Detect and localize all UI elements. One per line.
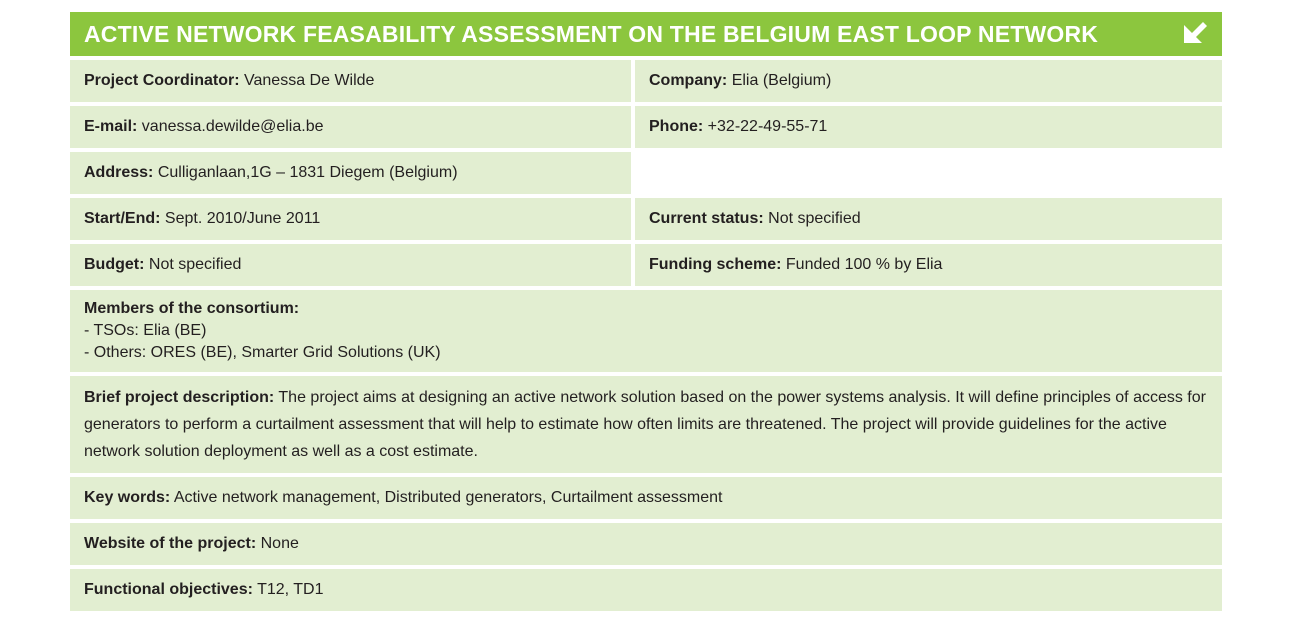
- field: Current status: Not specified: [635, 198, 1222, 240]
- label: Project Coordinator:: [84, 72, 240, 89]
- label: Budget:: [84, 256, 145, 273]
- field: Brief project description: The project a…: [70, 376, 1222, 473]
- field: Budget: Not specified: [70, 244, 631, 286]
- row: Budget: Not specified Funding scheme: Fu…: [70, 244, 1222, 286]
- field: E-mail: vanessa.dewilde@elia.be: [70, 106, 631, 148]
- row: Brief project description: The project a…: [70, 376, 1222, 473]
- value: The project aims at designing an active …: [84, 389, 1206, 460]
- label: Functional objectives:: [84, 581, 253, 598]
- row: Website of the project: None: [70, 523, 1222, 565]
- value: Vanessa De Wilde: [244, 72, 375, 89]
- value: Sept. 2010/June 2011: [164, 210, 321, 227]
- field: Project Coordinator: Vanessa De Wilde: [70, 60, 631, 102]
- field: Members of the consortium: - TSOs: Elia …: [70, 290, 1222, 372]
- label: Key words:: [84, 489, 171, 506]
- value: None: [260, 535, 299, 552]
- member-line: - TSOs: Elia (BE): [84, 322, 207, 339]
- label: Company:: [649, 72, 728, 89]
- value: Funded 100 % by Elia: [785, 256, 943, 273]
- value: Culliganlaan,1G – 1831 Diegem (Belgium): [157, 164, 458, 181]
- value: T12, TD1: [257, 581, 324, 598]
- row: Functional objectives: T12, TD1: [70, 569, 1222, 611]
- row: Members of the consortium: - TSOs: Elia …: [70, 290, 1222, 372]
- label: Start/End:: [84, 210, 161, 227]
- row: Address: Culliganlaan,1G – 1831 Diegem (…: [70, 152, 1222, 194]
- arrow-icon: [1184, 22, 1207, 43]
- field: Phone: +32-22-49-55-71: [635, 106, 1222, 148]
- value: Not specified: [768, 210, 861, 227]
- row: Key words: Active network management, Di…: [70, 477, 1222, 519]
- label: Address:: [84, 164, 154, 181]
- label: Brief project description:: [84, 389, 275, 406]
- field: Website of the project: None: [70, 523, 1222, 565]
- field: Funding scheme: Funded 100 % by Elia: [635, 244, 1222, 286]
- row: E-mail: vanessa.dewilde@elia.be Phone: +…: [70, 106, 1222, 148]
- row: Project Coordinator: Vanessa De Wilde Co…: [70, 60, 1222, 102]
- field: Functional objectives: T12, TD1: [70, 569, 1222, 611]
- value: vanessa.dewilde@elia.be: [141, 118, 324, 135]
- value: Active network management, Distributed g…: [173, 489, 723, 506]
- field: Address: Culliganlaan,1G – 1831 Diegem (…: [70, 152, 631, 194]
- label: Current status:: [649, 210, 764, 227]
- value: Elia (Belgium): [731, 72, 832, 89]
- header-bar: ACTIVE NETWORK FEASABILITY ASSESSMENT ON…: [70, 12, 1222, 56]
- label: Website of the project:: [84, 535, 257, 552]
- field: Company: Elia (Belgium): [635, 60, 1222, 102]
- label: Members of the consortium:: [84, 300, 300, 317]
- label: Phone:: [649, 118, 704, 135]
- project-sheet: ACTIVE NETWORK FEASABILITY ASSESSMENT ON…: [70, 12, 1222, 615]
- value: +32-22-49-55-71: [707, 118, 828, 135]
- label: Funding scheme:: [649, 256, 782, 273]
- label: E-mail:: [84, 118, 138, 135]
- field: Key words: Active network management, Di…: [70, 477, 1222, 519]
- member-line: - Others: ORES (BE), Smarter Grid Soluti…: [84, 344, 441, 361]
- field: Start/End: Sept. 2010/June 2011: [70, 198, 631, 240]
- value: Not specified: [148, 256, 242, 273]
- title: ACTIVE NETWORK FEASABILITY ASSESSMENT ON…: [84, 20, 1099, 47]
- blank: [635, 152, 1222, 194]
- row: Start/End: Sept. 2010/June 2011 Current …: [70, 198, 1222, 240]
